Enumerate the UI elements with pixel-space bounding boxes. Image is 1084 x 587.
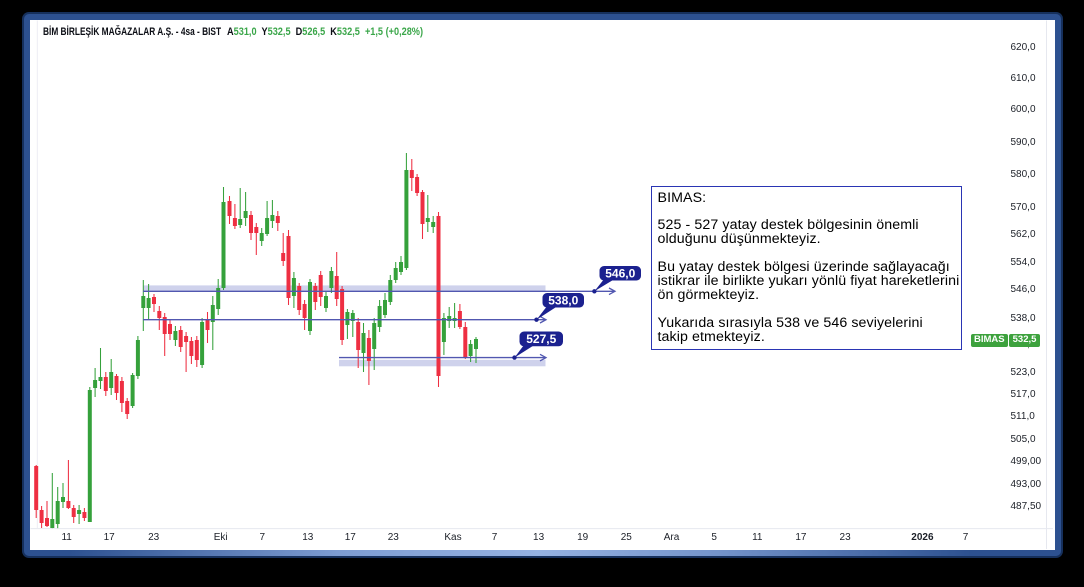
- svg-text:546,0: 546,0: [605, 267, 635, 281]
- svg-text:538,0: 538,0: [548, 294, 578, 308]
- svg-text:527,5: 527,5: [526, 332, 556, 346]
